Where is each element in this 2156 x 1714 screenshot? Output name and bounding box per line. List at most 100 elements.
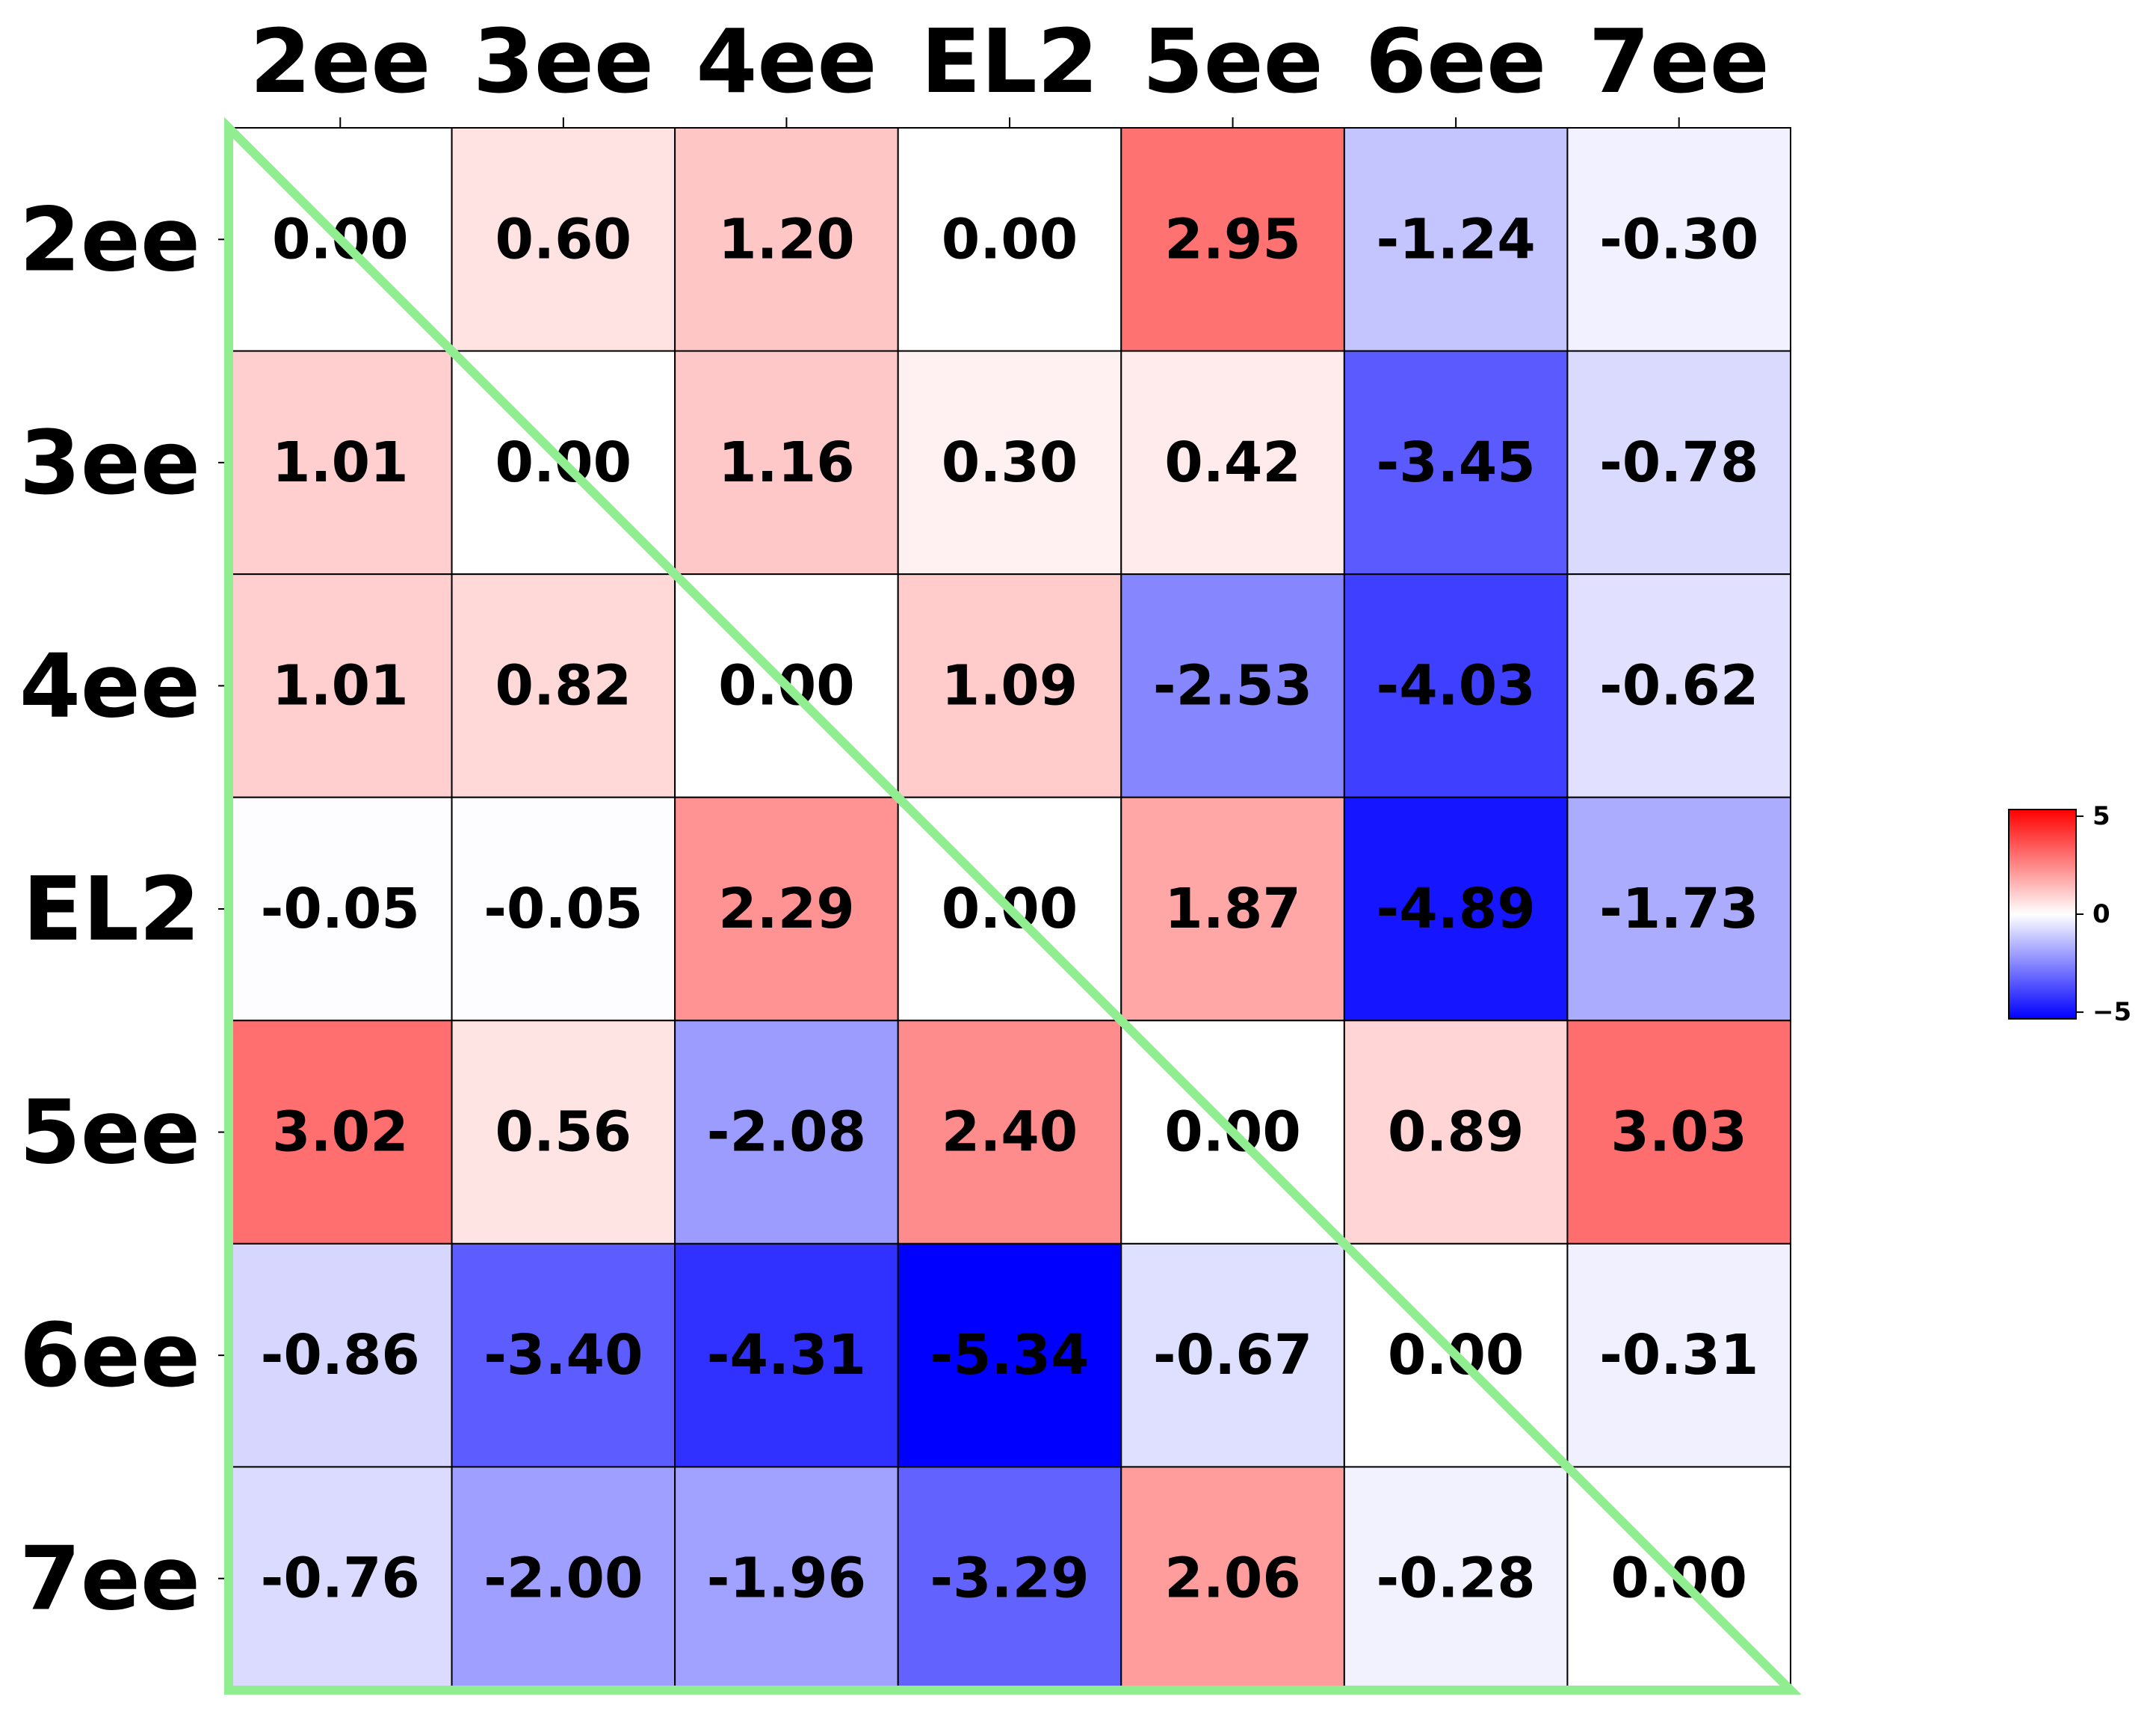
cell-value-label: -0.31 [1599,1323,1758,1387]
cell-value-label: -4.31 [707,1323,866,1387]
cell-value-label: 1.16 [718,431,855,495]
x-tick-label: 5ee [1142,10,1323,113]
y-tick-label: 6ee [19,1304,200,1407]
colorbar-gradient [2008,809,2077,1020]
cell-value-label: -4.03 [1376,653,1535,718]
heatmap-cell [1343,350,1569,576]
cell-value-label: -2.53 [1153,653,1312,718]
heatmap-cell [451,1466,676,1692]
triangle-outline [224,117,1802,1695]
cell-value-label: -5.34 [930,1323,1089,1387]
cell-value-label: -0.28 [1376,1547,1535,1611]
cell-value-label: -3.45 [1376,431,1535,495]
heatmap-cell [1120,1242,1345,1468]
cell-value-label: 0.30 [942,431,1078,495]
cell-value-label: -3.29 [930,1547,1089,1611]
cell-value-label: 3.02 [272,1100,409,1165]
heatmap-cell [451,573,676,798]
cell-value-label: 1.01 [272,653,409,718]
cell-value-label: 0.89 [1388,1100,1525,1165]
heatmap-cell [1343,1466,1569,1692]
cell-value-label: -0.05 [261,877,420,941]
heatmap-cell [228,1242,453,1468]
cell-value-label: 1.87 [1164,877,1301,941]
cell-value-label: -0.62 [1599,653,1758,718]
cell-value-label: 2.29 [718,877,855,941]
heatmap-cell [897,1466,1122,1692]
heatmap-cell [228,1466,453,1692]
heatmap-cell [1566,796,1791,1022]
cell-value-label: -4.89 [1376,877,1535,941]
heatmap-cell [1566,573,1791,798]
y-tick-label: 7ee [19,1527,200,1630]
y-tick-label: EL2 [22,857,200,961]
heatmap-cell [1343,573,1569,798]
x-tick-label: 6ee [1365,10,1546,113]
cell-value-label: 1.09 [942,653,1078,718]
cell-value-label: -0.30 [1599,207,1758,271]
colorbar-tick-label: 5 [2092,801,2110,831]
heatmap-cell [1120,573,1345,798]
heatmap-cell [228,1020,453,1245]
cell-value-label: 0.60 [495,207,632,271]
x-tick-label: 2ee [250,10,430,113]
x-tick-label: 7ee [1589,10,1770,113]
cell-value-label: 0.82 [495,653,632,718]
cell-value-label: -0.78 [1599,431,1758,495]
heatmap-cell [674,350,899,576]
heatmap-cell [1120,350,1345,576]
heatmap-cell [451,1242,676,1468]
cell-value-label: -1.73 [1599,877,1758,941]
cell-value-label: 0.00 [942,207,1078,271]
y-tick-label: 5ee [19,1081,200,1184]
y-axis-left: 2ee 3ee 4ee EL2 5ee 6ee 7ee [19,188,229,1630]
heatmap-cell [1120,127,1345,352]
heatmap-cell [1566,350,1791,576]
cell-value-label: -0.05 [484,877,643,941]
triangle-overlay [224,117,1802,1695]
cell-value-label: 2.40 [942,1100,1078,1165]
colorbar: 5 0 −5 [2008,801,2131,1027]
heatmap-cell [228,573,453,798]
colorbar-tick-label: 0 [2092,899,2110,929]
cell-value-label: -1.96 [707,1547,866,1611]
heatmap-cell [1343,127,1569,352]
heatmap-cell [674,1242,899,1468]
y-tick-label: 3ee [19,411,200,514]
heatmap-cell [228,796,453,1022]
heatmap-cell [1343,1020,1569,1245]
heatmap-cell-labels: 0.00 0.60 1.20 0.00 2.95 -1.24 -0.301.01 0.00 1.… [261,207,1759,1610]
heatmap-cell [228,350,453,576]
heatmap-cell [897,127,1122,352]
y-tick-label: 4ee [19,634,200,737]
heatmap-cell [1343,796,1569,1022]
cell-value-label: -2.08 [707,1100,866,1165]
cell-value-label: 2.95 [1164,207,1301,271]
cell-value-label: 3.03 [1610,1100,1747,1165]
heatmap-cell [674,1466,899,1692]
cell-value-label: 2.06 [1164,1547,1301,1611]
colorbar-tick-label: −5 [2092,997,2131,1027]
heatmap-cell [897,1242,1122,1468]
heatmap-cells [228,127,1791,1692]
cell-value-label: -3.40 [484,1323,643,1387]
cell-value-label: -1.24 [1376,207,1535,271]
heatmap-cell [451,796,676,1022]
y-tick-label: 2ee [19,188,200,291]
cell-value-label: 1.01 [272,431,409,495]
cell-value-label: 1.20 [718,207,855,271]
heatmap-cell [1566,1020,1791,1245]
heatmap-cell [451,127,676,352]
x-axis-top: 2ee 3ee 4ee EL2 5ee 6ee 7ee [250,10,1770,128]
cell-value-label: -0.86 [261,1323,420,1387]
cell-value-label: -2.00 [484,1547,643,1611]
heatmap-cell [1566,1242,1791,1468]
heatmap-cell [1566,127,1791,352]
x-tick-label: 4ee [696,10,877,113]
heatmap-cell [897,573,1122,798]
x-tick-label: 3ee [473,10,654,113]
cell-value-label: 0.56 [495,1100,632,1165]
cell-value-label: -0.76 [261,1547,420,1611]
cell-value-label: -0.67 [1153,1323,1312,1387]
